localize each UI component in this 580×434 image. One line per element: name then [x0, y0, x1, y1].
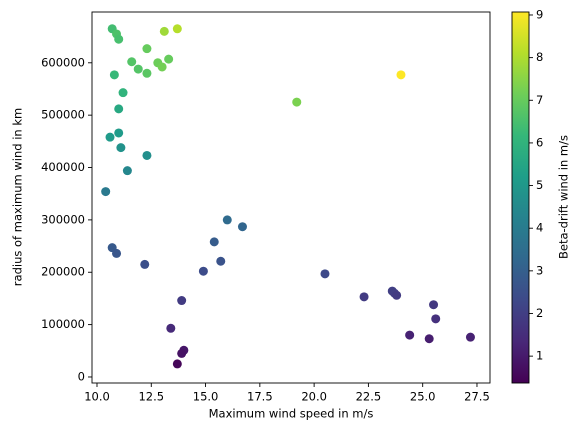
colorbar-tick-label: 9	[536, 7, 543, 21]
colorbar-tick-label: 3	[536, 263, 543, 277]
plot-frame	[91, 11, 491, 384]
point	[405, 330, 415, 340]
point	[109, 70, 119, 80]
x-tick-label: 22.5	[356, 390, 382, 404]
point	[222, 215, 232, 225]
point	[320, 269, 330, 279]
x-tick-label: 15.0	[193, 390, 219, 404]
point	[431, 314, 441, 324]
y-tick-label: 400000	[41, 160, 85, 174]
y-axis-label: radius of maximum wind in km	[11, 108, 25, 286]
point	[392, 290, 402, 300]
y-tick-label: 600000	[41, 55, 85, 69]
point	[118, 88, 128, 98]
point	[159, 26, 169, 36]
point	[359, 292, 369, 302]
colorbar	[512, 12, 529, 383]
colorbar-tick-label: 7	[536, 93, 543, 107]
point	[114, 128, 124, 138]
x-tick-label: 25.0	[410, 390, 436, 404]
y-tick-label: 200000	[41, 265, 85, 279]
point	[142, 150, 152, 160]
point	[122, 166, 132, 176]
point	[140, 259, 150, 269]
point	[112, 248, 122, 258]
point	[164, 54, 174, 64]
x-tick-label: 10.0	[84, 390, 110, 404]
x-tick-label: 20.0	[301, 390, 327, 404]
colorbar-frame	[511, 11, 530, 384]
y-tick-label: 500000	[41, 108, 85, 122]
point	[177, 348, 187, 358]
point	[116, 143, 126, 153]
point	[424, 334, 434, 344]
point	[216, 256, 226, 266]
point	[142, 44, 152, 54]
point	[198, 266, 208, 276]
point	[237, 222, 247, 232]
point	[142, 68, 152, 78]
point	[105, 132, 115, 142]
point	[127, 57, 137, 67]
x-axis-label: Maximum wind speed in m/s	[209, 407, 374, 421]
colorbar-tick-label: 5	[536, 178, 543, 192]
point	[292, 97, 302, 107]
y-tick-label: 300000	[41, 212, 85, 226]
point	[209, 237, 219, 247]
colorbar-tick-label: 4	[536, 221, 543, 235]
point	[133, 64, 143, 74]
colorbar-tick-label: 6	[536, 135, 543, 149]
colorbar-tick-label: 8	[536, 50, 543, 64]
colorbar-tick-label: 1	[536, 349, 543, 363]
point	[177, 296, 187, 306]
point	[114, 34, 124, 44]
point	[465, 332, 475, 342]
point	[157, 62, 167, 72]
y-tick-label: 100000	[41, 317, 85, 331]
point	[172, 359, 182, 369]
y-tick-label: 0	[78, 369, 85, 383]
colorbar-tick-label: 2	[536, 306, 543, 320]
point	[166, 323, 176, 333]
x-tick-label: 17.5	[247, 390, 273, 404]
point	[172, 24, 182, 34]
x-tick-label: 12.5	[138, 390, 164, 404]
point	[114, 104, 124, 114]
point	[429, 300, 439, 310]
point	[101, 187, 111, 197]
colorbar-label: Beta-drift wind in m/s	[557, 135, 571, 259]
point	[396, 70, 406, 80]
x-tick-label: 27.5	[464, 390, 490, 404]
